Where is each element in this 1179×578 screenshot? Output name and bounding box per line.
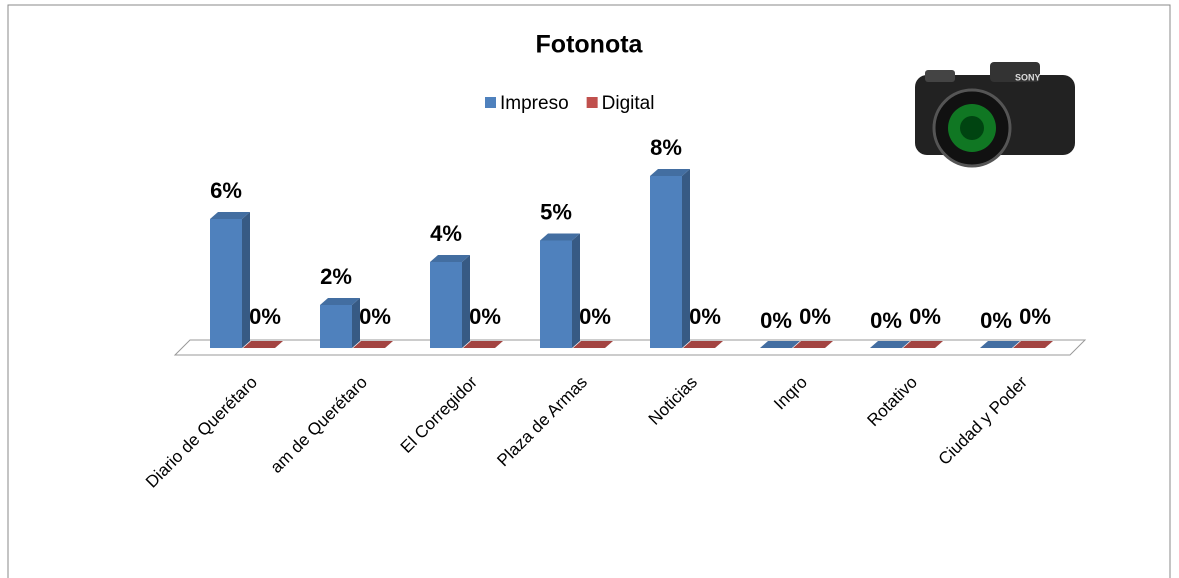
value-label: 8% — [650, 135, 682, 160]
chart-floor — [173, 339, 1087, 356]
value-label: 6% — [210, 178, 242, 203]
bar — [870, 341, 910, 349]
camera-image: SONY — [915, 62, 1075, 168]
bar — [793, 341, 833, 349]
value-label: 0% — [249, 304, 281, 329]
value-label: 5% — [540, 199, 572, 224]
bar-side — [682, 169, 690, 348]
bar — [650, 169, 690, 349]
bar — [760, 341, 800, 349]
bar-top — [243, 341, 283, 348]
value-label: 0% — [799, 304, 831, 329]
bar-front — [210, 219, 242, 349]
bar-top — [353, 341, 393, 348]
bar-side — [462, 255, 470, 348]
value-label: 0% — [870, 308, 902, 333]
value-label: 0% — [689, 304, 721, 329]
value-label: 0% — [579, 304, 611, 329]
bar-top — [903, 341, 943, 348]
bar — [430, 255, 470, 349]
bar-top — [210, 212, 250, 219]
bar — [320, 298, 360, 349]
bar-side — [242, 212, 250, 348]
value-label: 4% — [430, 221, 462, 246]
bar — [210, 212, 250, 349]
bar — [903, 341, 943, 349]
bar-front — [650, 176, 682, 349]
value-label: 0% — [359, 304, 391, 329]
value-label: 0% — [909, 304, 941, 329]
legend-swatch — [485, 97, 496, 108]
value-label: 0% — [980, 308, 1012, 333]
bar-side — [352, 298, 360, 348]
bar — [353, 341, 393, 349]
legend-label: Digital — [602, 93, 655, 114]
bar — [463, 341, 503, 349]
value-label: 0% — [760, 308, 792, 333]
bar-front — [540, 240, 572, 349]
bar — [1013, 341, 1053, 349]
bar-top — [870, 341, 910, 348]
bar — [540, 233, 580, 349]
bar-top — [540, 233, 580, 241]
value-label: 0% — [469, 304, 501, 329]
bar-top — [650, 169, 690, 176]
bar-front — [320, 305, 352, 349]
bar-top — [760, 341, 800, 348]
bar-top — [980, 341, 1020, 348]
bar-top — [573, 341, 613, 348]
svg-text:SONY: SONY — [1015, 72, 1041, 82]
bar-top — [683, 341, 723, 348]
bar — [980, 341, 1020, 349]
value-label: 0% — [1019, 304, 1051, 329]
bar — [683, 341, 723, 349]
bar-side — [572, 233, 580, 348]
chart-title: Fotonota — [536, 31, 644, 59]
value-label: 2% — [320, 264, 352, 289]
bar-top — [320, 298, 360, 305]
legend-label: Impreso — [500, 93, 569, 114]
bar — [573, 341, 613, 349]
bar-front — [430, 262, 462, 349]
bar-top — [1013, 341, 1053, 348]
bar-top — [463, 341, 503, 348]
legend-swatch — [586, 97, 598, 108]
bar-top — [430, 255, 470, 262]
bar — [243, 341, 283, 349]
bar-top — [793, 341, 833, 348]
